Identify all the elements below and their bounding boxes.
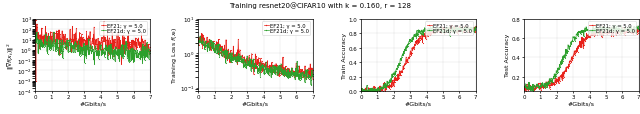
EF21d; γ = 5.0: [248, 65, 255, 66]
EF21; γ = 5.0: [93, 48, 101, 49]
Y-axis label: Train Accuracy: Train Accuracy: [342, 32, 348, 78]
EF21d; γ = 5.0: [195, 45, 202, 46]
EF21d; γ = 5.0: [308, 70, 316, 71]
EF21d; γ = 5.0: [31, 43, 39, 44]
EF21d; γ = 5.0: [196, 36, 204, 37]
EF21d; γ = 5.0: [634, 29, 640, 30]
EF21; γ = 5.0: [31, 33, 39, 34]
EF21; γ = 5.0: [388, 81, 396, 83]
Legend: EF21; γ = 5.0, EF21d; γ = 5.0: EF21; γ = 5.0, EF21d; γ = 5.0: [425, 22, 473, 35]
EF21; γ = 5.0: [582, 38, 589, 39]
EF21d; γ = 5.0: [145, 59, 153, 60]
Text: Training resnet20@CIFAR10 with k = 0.160, r = 128: Training resnet20@CIFAR10 with k = 0.160…: [229, 2, 411, 9]
EF21; γ = 5.0: [472, 26, 479, 28]
EF21d; γ = 5.0: [262, 62, 270, 63]
Line: EF21d; γ = 5.0: EF21d; γ = 5.0: [524, 25, 639, 92]
EF21; γ = 5.0: [598, 26, 606, 27]
EF21; γ = 5.0: [635, 30, 640, 31]
EF21; γ = 5.0: [32, 80, 40, 82]
EF21; γ = 5.0: [145, 54, 153, 56]
X-axis label: #Gbits/s: #Gbits/s: [405, 101, 432, 106]
EF21d; γ = 5.0: [62, 45, 70, 46]
Line: EF21d; γ = 5.0: EF21d; γ = 5.0: [198, 36, 314, 86]
EF21d; γ = 5.0: [551, 74, 559, 75]
EF21d; γ = 5.0: [410, 35, 418, 36]
EF21d; γ = 5.0: [33, 32, 41, 33]
Legend: EF21; γ = 5.0, EF21d; γ = 5.0: EF21; γ = 5.0, EF21d; γ = 5.0: [262, 22, 310, 35]
EF21; γ = 5.0: [100, 41, 108, 42]
EF21d; γ = 5.0: [84, 54, 92, 56]
EF21d; γ = 5.0: [357, 91, 365, 92]
EF21; γ = 5.0: [195, 44, 202, 45]
EF21d; γ = 5.0: [592, 25, 600, 26]
EF21; γ = 5.0: [522, 91, 530, 92]
EF21d; γ = 5.0: [419, 34, 426, 35]
EF21; γ = 5.0: [146, 47, 154, 48]
Y-axis label: $\|\nabla f(x_t)\|^2$: $\|\nabla f(x_t)\|^2$: [6, 42, 16, 69]
EF21; γ = 5.0: [225, 55, 233, 57]
Y-axis label: Training Loss $f(x_t)$: Training Loss $f(x_t)$: [170, 27, 179, 84]
X-axis label: #Gbits/s: #Gbits/s: [242, 101, 269, 106]
EF21; γ = 5.0: [248, 59, 255, 61]
EF21d; γ = 5.0: [467, 29, 475, 30]
Line: EF21; γ = 5.0: EF21; γ = 5.0: [524, 26, 639, 92]
EF21; γ = 5.0: [63, 48, 70, 50]
EF21d; γ = 5.0: [588, 31, 596, 32]
EF21; γ = 5.0: [425, 28, 433, 30]
EF21; γ = 5.0: [309, 79, 317, 80]
EF21; γ = 5.0: [470, 31, 478, 32]
EF21d; γ = 5.0: [309, 76, 317, 77]
EF21; γ = 5.0: [142, 51, 150, 52]
EF21d; γ = 5.0: [225, 54, 233, 56]
EF21; γ = 5.0: [588, 34, 596, 35]
X-axis label: #Gbits/s: #Gbits/s: [79, 101, 106, 106]
EF21; γ = 5.0: [32, 20, 40, 21]
EF21d; γ = 5.0: [472, 27, 479, 28]
Line: EF21d; γ = 5.0: EF21d; γ = 5.0: [35, 32, 150, 65]
EF21; γ = 5.0: [630, 30, 638, 31]
EF21d; γ = 5.0: [90, 63, 98, 65]
EF21; γ = 5.0: [551, 80, 559, 82]
Legend: EF21; γ = 5.0, EF21d; γ = 5.0: EF21; γ = 5.0, EF21d; γ = 5.0: [588, 22, 636, 35]
Line: EF21; γ = 5.0: EF21; γ = 5.0: [35, 20, 150, 82]
EF21d; γ = 5.0: [93, 51, 101, 53]
EF21d; γ = 5.0: [630, 30, 638, 32]
Legend: EF21; γ = 5.0, EF21d; γ = 5.0: EF21; γ = 5.0, EF21d; γ = 5.0: [99, 22, 147, 35]
EF21; γ = 5.0: [262, 69, 270, 70]
EF21; γ = 5.0: [419, 34, 426, 35]
EF21d; γ = 5.0: [520, 87, 528, 88]
EF21d; γ = 5.0: [388, 77, 396, 78]
EF21; γ = 5.0: [85, 47, 93, 49]
Y-axis label: Test Accuracy: Test Accuracy: [506, 34, 510, 77]
EF21; γ = 5.0: [256, 70, 264, 72]
X-axis label: #Gbits/s: #Gbits/s: [568, 101, 595, 106]
EF21d; γ = 5.0: [635, 29, 640, 30]
EF21d; γ = 5.0: [142, 50, 150, 51]
EF21d; γ = 5.0: [429, 25, 436, 27]
EF21; γ = 5.0: [410, 49, 418, 51]
EF21; γ = 5.0: [520, 89, 528, 91]
EF21d; γ = 5.0: [256, 67, 264, 69]
Line: EF21; γ = 5.0: EF21; γ = 5.0: [360, 25, 476, 92]
EF21; γ = 5.0: [573, 47, 581, 49]
Line: EF21d; γ = 5.0: EF21d; γ = 5.0: [360, 25, 476, 92]
EF21d; γ = 5.0: [573, 34, 581, 35]
EF21d; γ = 5.0: [305, 76, 312, 77]
EF21; γ = 5.0: [308, 68, 316, 70]
Line: EF21; γ = 5.0: EF21; γ = 5.0: [198, 34, 314, 80]
EF21d; γ = 5.0: [529, 91, 537, 92]
EF21; γ = 5.0: [448, 25, 456, 26]
EF21d; γ = 5.0: [470, 29, 478, 30]
EF21; γ = 5.0: [634, 33, 640, 34]
EF21d; γ = 5.0: [146, 52, 154, 54]
EF21d; γ = 5.0: [100, 53, 108, 54]
EF21d; γ = 5.0: [582, 31, 589, 33]
EF21; γ = 5.0: [198, 34, 205, 35]
EF21; γ = 5.0: [305, 78, 312, 79]
EF21d; γ = 5.0: [307, 84, 315, 86]
EF21; γ = 5.0: [357, 91, 365, 92]
EF21; γ = 5.0: [467, 29, 475, 30]
EF21d; γ = 5.0: [425, 30, 433, 32]
